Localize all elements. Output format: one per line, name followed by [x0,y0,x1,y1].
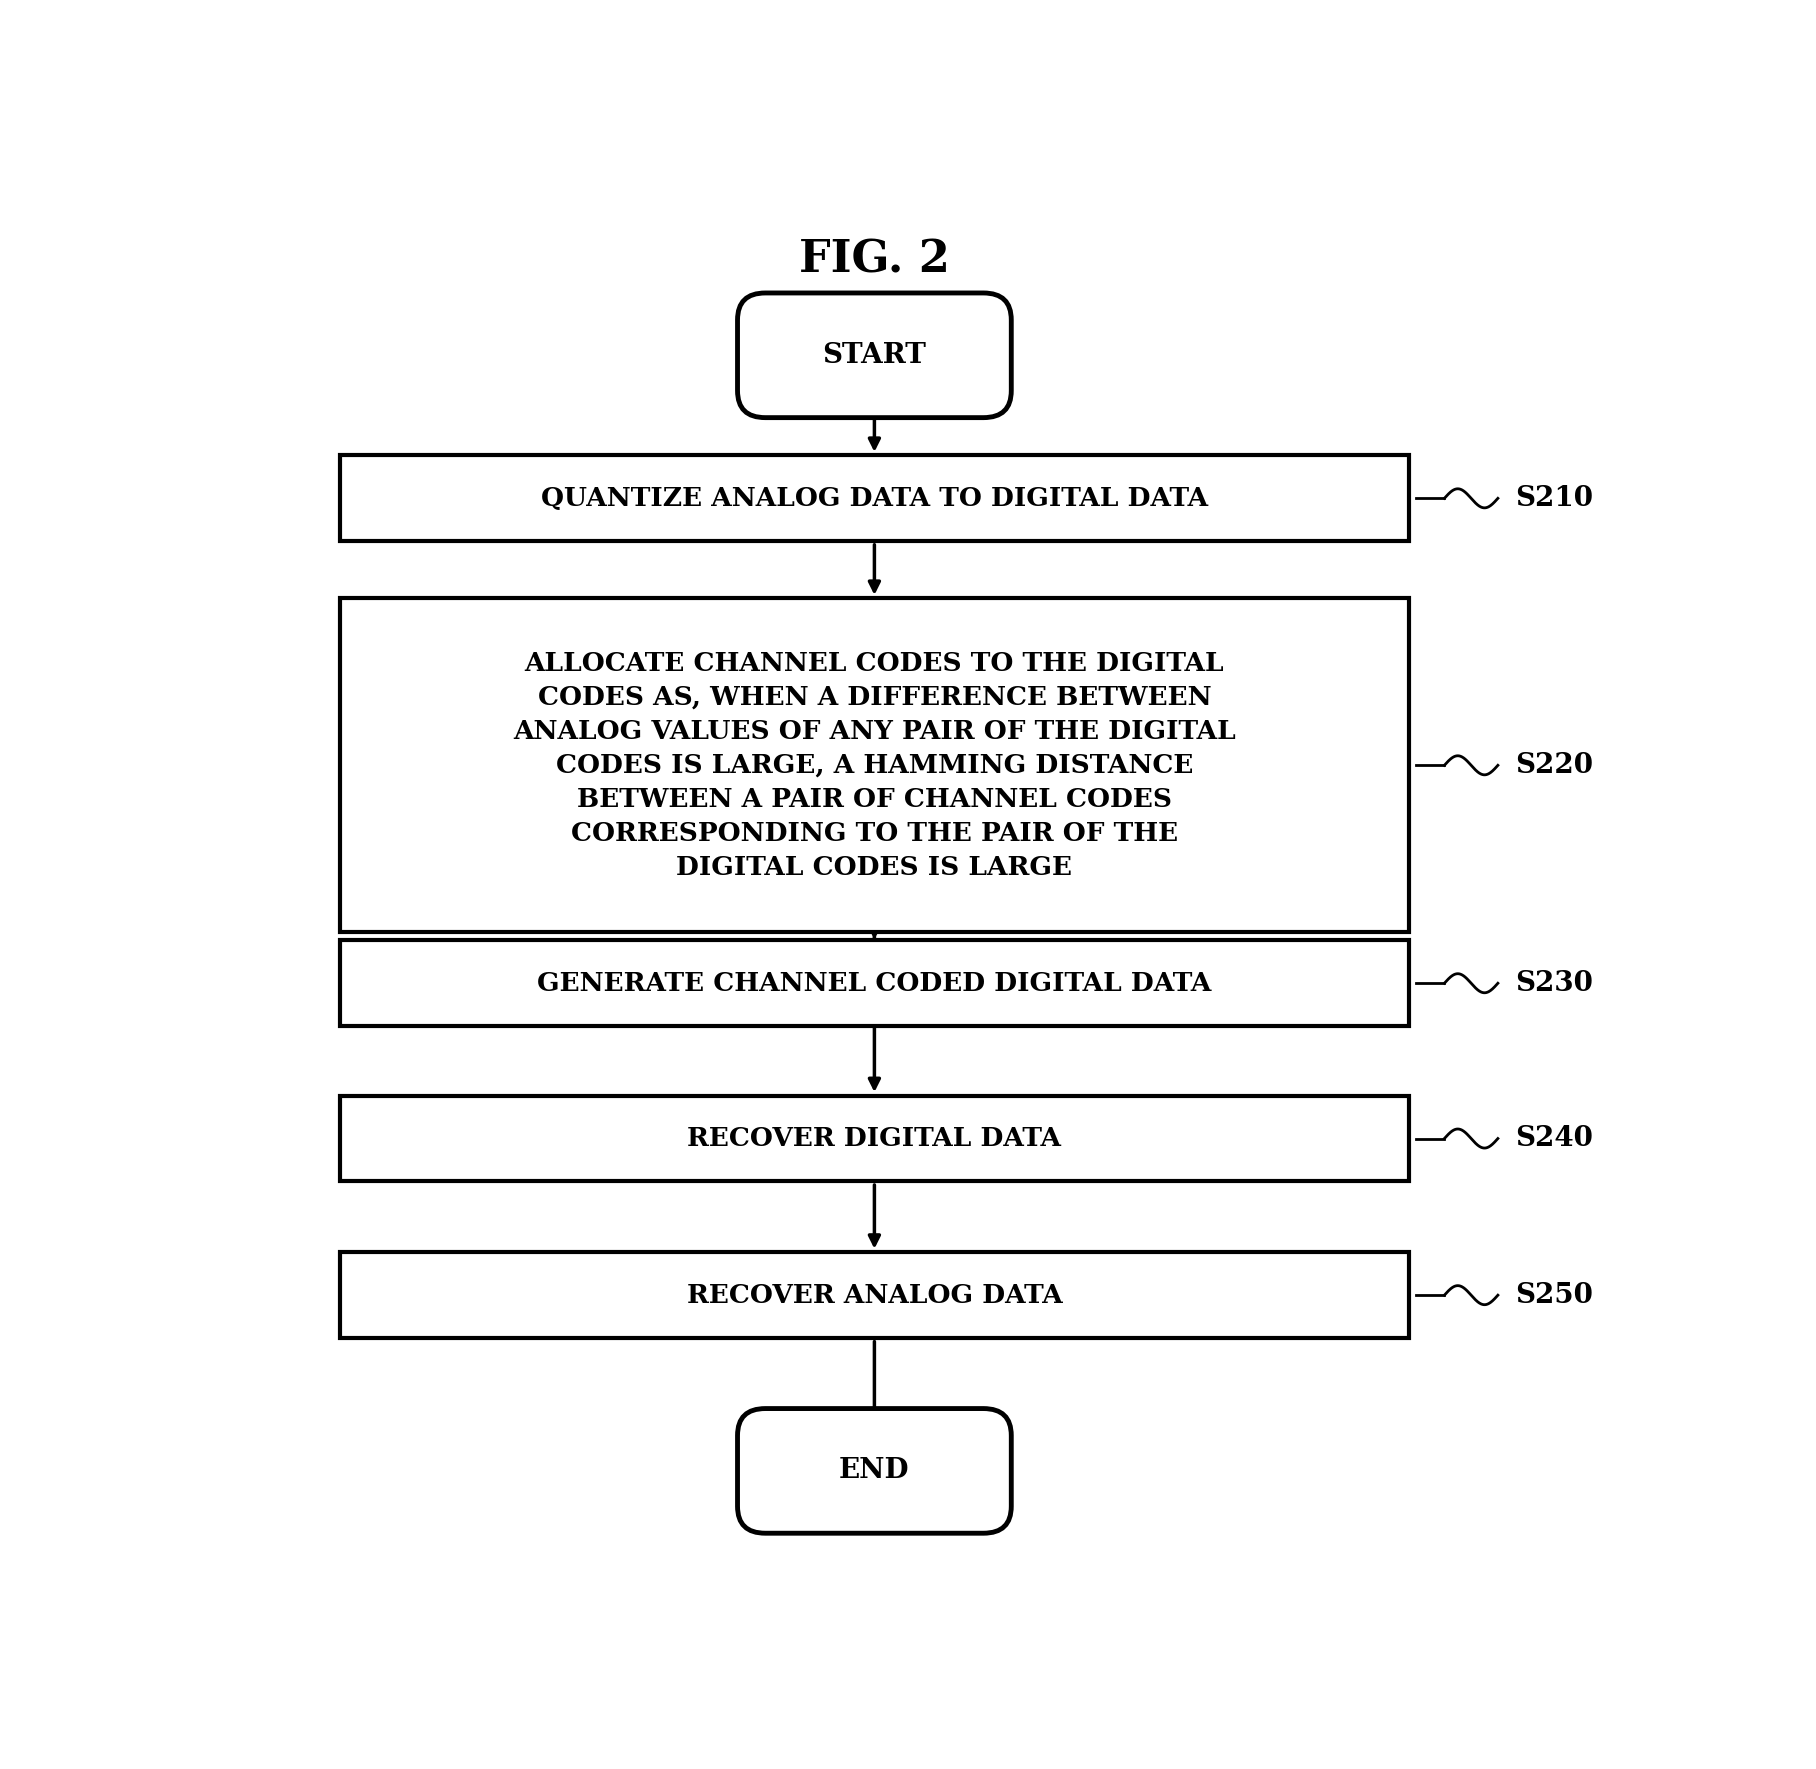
FancyBboxPatch shape [340,598,1409,932]
Text: S210: S210 [1515,485,1593,511]
Text: GENERATE CHANNEL CODED DIGITAL DATA: GENERATE CHANNEL CODED DIGITAL DATA [538,971,1211,996]
FancyBboxPatch shape [737,1408,1012,1534]
FancyBboxPatch shape [340,1095,1409,1182]
Text: S240: S240 [1515,1125,1593,1152]
FancyBboxPatch shape [340,455,1409,541]
Text: S220: S220 [1515,752,1593,778]
Text: RECOVER DIGITAL DATA: RECOVER DIGITAL DATA [688,1127,1061,1152]
Text: START: START [823,341,926,368]
Text: S230: S230 [1515,969,1593,996]
FancyBboxPatch shape [340,1252,1409,1337]
FancyBboxPatch shape [737,294,1012,417]
Text: END: END [839,1458,910,1484]
Text: FIG. 2: FIG. 2 [799,239,950,281]
Text: ALLOCATE CHANNEL CODES TO THE DIGITAL
CODES AS, WHEN A DIFFERENCE BETWEEN
ANALOG: ALLOCATE CHANNEL CODES TO THE DIGITAL CO… [514,651,1235,879]
FancyBboxPatch shape [340,941,1409,1026]
Text: S250: S250 [1515,1283,1593,1309]
Text: QUANTIZE ANALOG DATA TO DIGITAL DATA: QUANTIZE ANALOG DATA TO DIGITAL DATA [541,486,1208,511]
Text: RECOVER ANALOG DATA: RECOVER ANALOG DATA [686,1283,1062,1307]
